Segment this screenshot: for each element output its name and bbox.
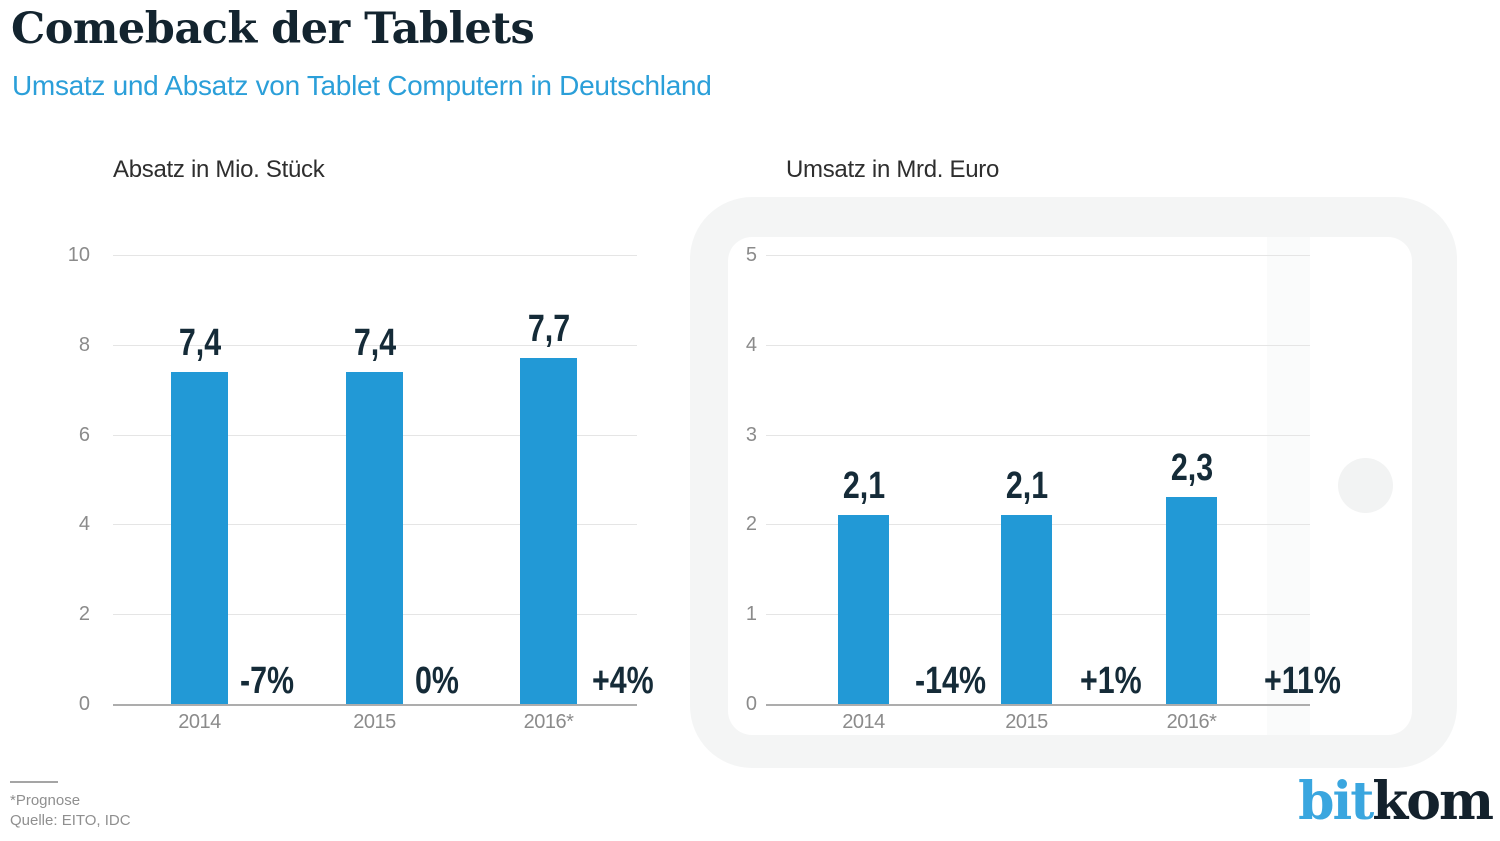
- x-tick-label: 2016*: [523, 711, 574, 733]
- bar-change-label: +4%: [592, 660, 654, 702]
- source-line: Quelle: EITO, IDC: [10, 812, 131, 829]
- gridline: [766, 435, 1310, 436]
- bar-change-label: 0%: [415, 660, 459, 702]
- bar: [1001, 515, 1052, 704]
- y-tick-label: 0: [78, 693, 90, 715]
- bar-value-label: 7,4: [178, 322, 221, 364]
- y-tick-label: 4: [78, 513, 90, 535]
- bar: [171, 372, 228, 704]
- tablet-home-button-icon: [1338, 458, 1393, 513]
- y-tick-label: 10: [67, 244, 90, 266]
- bar-value-label: 7,7: [527, 308, 570, 350]
- x-tick-label: 2014: [178, 711, 221, 733]
- x-axis-line: [113, 704, 637, 706]
- bar: [838, 515, 889, 704]
- y-tick-label: 2: [745, 513, 757, 535]
- gridline: [113, 345, 637, 346]
- footnote-divider: [10, 781, 58, 783]
- y-tick-label: 0: [745, 693, 757, 715]
- chart-title-umsatz: Umsatz in Mrd. Euro: [786, 156, 1000, 183]
- bar: [520, 358, 577, 704]
- bar: [346, 372, 403, 704]
- y-tick-label: 6: [78, 424, 90, 446]
- y-tick-label: 8: [78, 334, 90, 356]
- bar-change-label: +11%: [1264, 660, 1341, 702]
- x-axis-line: [766, 704, 1310, 706]
- y-tick-label: 3: [745, 424, 757, 446]
- bar: [1166, 497, 1217, 704]
- bar-value-label: 2,1: [842, 465, 885, 507]
- x-tick-label: 2016*: [1166, 711, 1217, 733]
- bar-change-label: +1%: [1080, 660, 1142, 702]
- x-tick-label: 2015: [353, 711, 396, 733]
- bar-value-label: 2,3: [1170, 447, 1213, 489]
- bar-value-label: 2,1: [1005, 465, 1048, 507]
- footnote-prognose: *Prognose: [10, 792, 81, 809]
- page-subtitle: Umsatz und Absatz von Tablet Computern i…: [12, 70, 712, 101]
- x-tick-label: 2015: [1005, 711, 1048, 733]
- bar-change-label: -7%: [240, 660, 295, 702]
- y-tick-label: 4: [745, 334, 757, 356]
- gridline: [113, 255, 637, 256]
- y-tick-label: 1: [745, 603, 757, 625]
- gridline: [766, 255, 1310, 256]
- y-tick-label: 2: [78, 603, 90, 625]
- bitkom-logo: bitkom: [1298, 771, 1494, 832]
- tablet-graphic-screen-edge: [1267, 237, 1310, 735]
- y-tick-label: 5: [745, 244, 757, 266]
- gridline: [766, 345, 1310, 346]
- chart-title-absatz: Absatz in Mio. Stück: [113, 156, 325, 183]
- logo-part-bit: bit: [1298, 771, 1374, 832]
- page-title: Comeback der Tablets: [11, 4, 535, 54]
- bar-value-label: 7,4: [353, 322, 396, 364]
- x-tick-label: 2014: [842, 711, 885, 733]
- bar-change-label: -14%: [915, 660, 986, 702]
- logo-part-kom: kom: [1372, 771, 1494, 832]
